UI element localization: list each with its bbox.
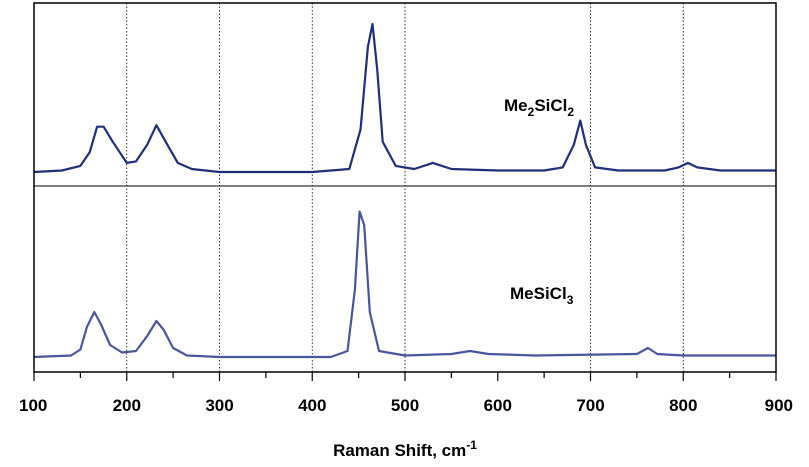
vertical-grid-lines <box>126 3 684 372</box>
x-axis-title: Raman Shift, cm-1 <box>333 438 477 460</box>
series-line-mesicl3 <box>33 210 776 359</box>
x-tick-label-400: 400 <box>298 396 326 415</box>
series-label-me2sicl2: Me2SiCl2 <box>504 96 574 119</box>
x-tick-label-700: 700 <box>576 396 604 415</box>
series-label-mesicl3: MeSiCl3 <box>510 284 574 307</box>
x-tick-label-500: 500 <box>391 396 419 415</box>
plot-frame <box>33 2 777 373</box>
x-tick-label-200: 200 <box>113 396 141 415</box>
series-lines <box>33 22 776 359</box>
x-tick-label-300: 300 <box>205 396 233 415</box>
x-tick-label-600: 600 <box>484 396 512 415</box>
series-line-me2sicl2 <box>33 22 776 174</box>
x-tick-label-800: 800 <box>669 396 697 415</box>
x-tick-label-900: 900 <box>765 396 793 415</box>
x-axis-tick-labels: 100 200 300 400 500 600 700 800 900 <box>19 396 793 415</box>
x-axis-ticks <box>33 372 777 381</box>
x-tick-label-100: 100 <box>19 396 47 415</box>
